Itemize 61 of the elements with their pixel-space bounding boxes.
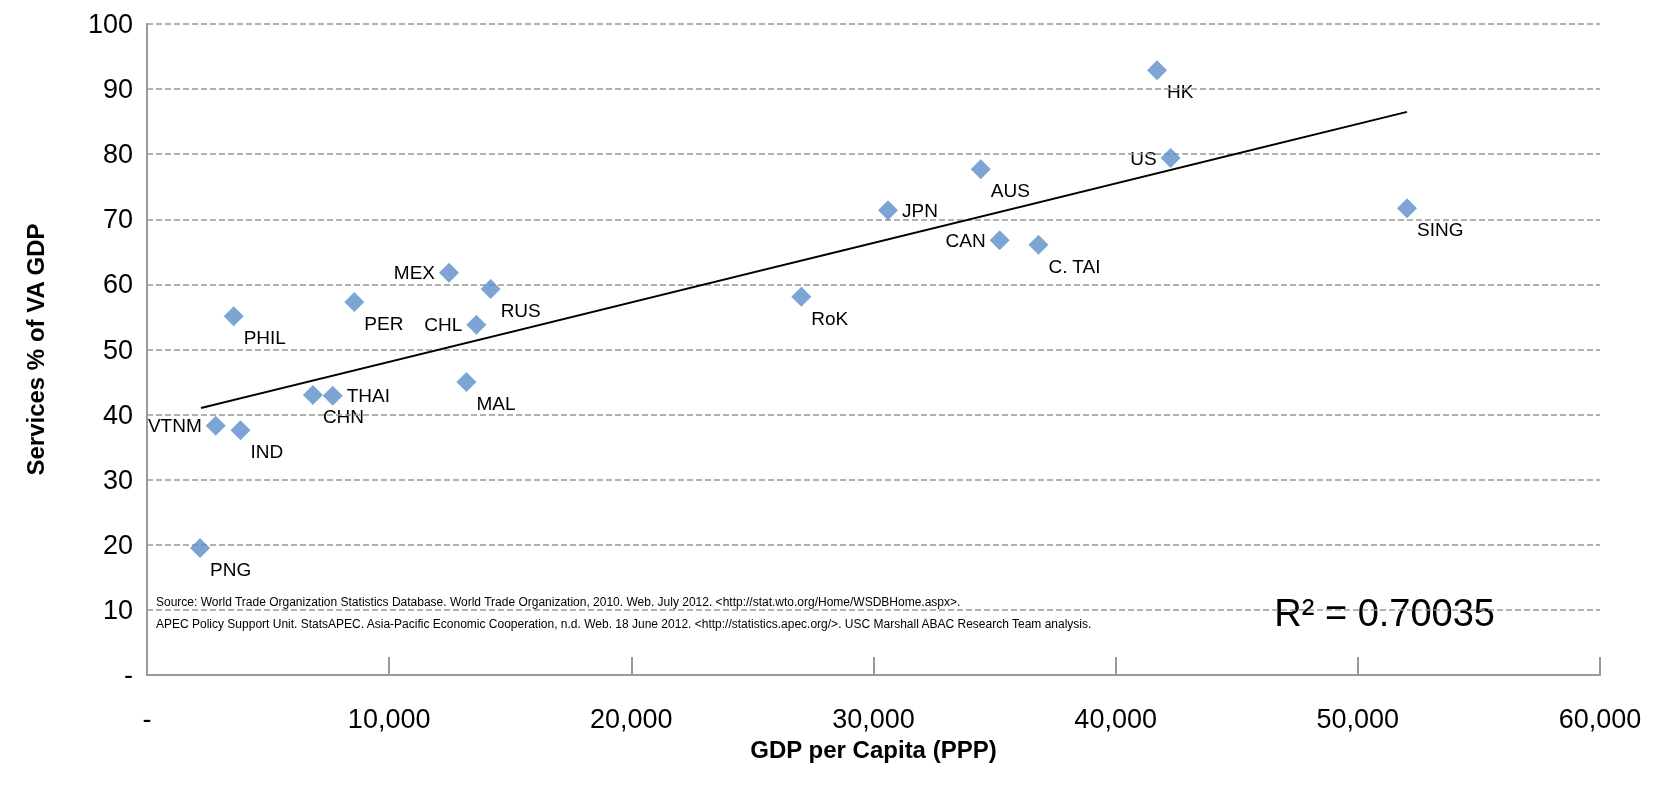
point [223,306,244,327]
annotation: C. TAI [1048,255,1101,277]
annotation: CHL [424,314,463,336]
y-tick-label: 100 [87,9,133,39]
point [1028,234,1049,255]
annotation: CAN [945,229,986,251]
y-tick-label: 60 [102,269,133,300]
annotation: THAI [346,385,391,407]
x-tick-label: 40,000 [1074,703,1157,734]
annotation: R² = 0.70035 [1274,592,1495,634]
annotation: RUS [500,299,541,321]
point [456,372,477,393]
annotation: AUS [990,180,1030,202]
point [230,420,251,441]
annotation: IND [250,441,284,463]
annotation: SING [1416,219,1464,241]
annotation: JPN [902,199,938,221]
point [466,314,487,335]
annotation: CHN [322,406,365,428]
point [878,200,899,221]
y-axis-title: Services % of VA GDP [21,223,49,476]
point [302,385,323,406]
annotation: HK [1167,81,1194,103]
y-tick-label: 40 [102,399,133,430]
y-tick-label: 70 [102,204,133,235]
x-tick-label: 20,000 [590,703,673,734]
annotation: PER [364,312,404,334]
annotation: MEX [393,262,436,284]
point [791,286,812,307]
annotation: APEC Policy Support Unit. StatsAPEC. Asia-Pacific Economic Cooperation, n.d. Web. 18 June 2012. <http://statistics.apec.org/>. USC Marshall ABAC Research Team analysis. [156,617,1092,631]
point [322,385,343,406]
y-tick-label: 20 [102,529,133,560]
annotation: MAL [476,393,516,415]
point [205,415,226,436]
y-tick-label: 50 [102,334,133,365]
point [190,538,211,559]
point [989,230,1010,251]
y-tick-label: 80 [102,139,133,170]
annotation: Source: World Trade Organization Statistics Database. World Trade Organization, 2010. Web. July 2012. <http://stat.wto.org/Home/WSDBHome.aspx>. [156,595,961,609]
annotation: PNG [210,559,252,581]
y-tick-label: 90 [102,74,133,105]
point [1147,60,1168,81]
x-axis-title: GDP per Capita (PPP) [750,735,997,763]
x-tick-label: - [142,703,152,734]
x-tick-label: 30,000 [832,703,915,734]
x-tick-label: 50,000 [1316,703,1400,734]
y-tick-label: - [124,660,133,690]
point [438,262,459,283]
annotation: VTNM [147,415,202,437]
x-tick-label: 10,000 [347,703,431,734]
point [970,159,991,180]
point [480,278,501,299]
point [1160,148,1181,169]
x-tick-label: 60,000 [1558,703,1642,734]
point [344,291,365,312]
point [1396,198,1417,219]
annotation: PHIL [243,327,286,349]
y-tick-label: 30 [102,464,133,495]
y-tick-label: 10 [102,594,133,625]
annotation: RoK [811,307,849,329]
annotation: US [1130,147,1157,169]
